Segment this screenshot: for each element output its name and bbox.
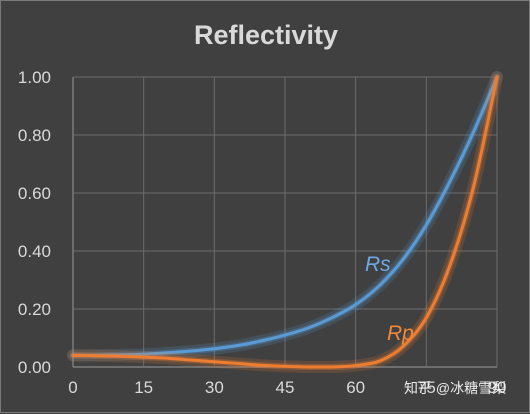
x-tick-label: 0 — [68, 378, 77, 397]
chart-title: Reflectivity — [194, 20, 338, 50]
y-tick-label: 0.60 — [18, 184, 51, 203]
series-line-rp — [71, 75, 499, 369]
x-tick-label: 45 — [276, 378, 295, 397]
x-tick-label: 60 — [346, 378, 365, 397]
series-line-rs — [71, 75, 499, 357]
y-tick-label: 0.20 — [18, 300, 51, 319]
y-tick-label: 0.40 — [18, 242, 51, 261]
series — [67, 71, 503, 374]
series-label-rs: Rs — [365, 253, 391, 276]
y-tick-label: 0.80 — [18, 126, 51, 145]
series-label-rp: Rp — [387, 322, 414, 345]
x-tick-label: 90 — [488, 378, 507, 397]
grid — [72, 76, 498, 368]
x-tick-label: 75 — [417, 378, 436, 397]
tick-labels: 0.00 0.20 0.40 0.60 0.80 1.00 0 15 30 45 60 75 90 — [18, 68, 507, 397]
y-tick-label: 0.00 — [18, 358, 51, 377]
x-tick-label: 15 — [134, 378, 153, 397]
watermark: 知乎 @冰糖雪梨 — [404, 380, 506, 396]
y-tick-label: 1.00 — [18, 68, 51, 87]
x-tick-label: 30 — [205, 378, 224, 397]
